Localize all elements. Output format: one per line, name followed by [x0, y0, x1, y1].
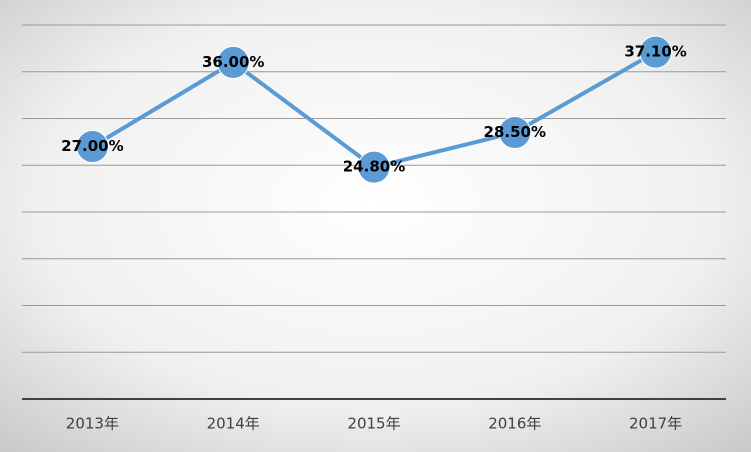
- data-label: 37.10%: [624, 43, 686, 61]
- x-tick-label: 2014年: [207, 415, 260, 433]
- x-tick-label: 2013年: [66, 415, 119, 433]
- marker: [498, 116, 532, 150]
- marker: [216, 45, 250, 79]
- marker: [75, 130, 109, 164]
- marker: [639, 35, 673, 69]
- x-tick-label: 2017年: [629, 415, 682, 433]
- marker: [357, 150, 391, 184]
- x-tick-label: 2015年: [347, 415, 400, 433]
- data-label: 36.00%: [202, 53, 264, 71]
- data-label: 27.00%: [61, 137, 123, 155]
- x-tick-label: 2016年: [488, 415, 541, 433]
- data-label: 24.80%: [343, 158, 405, 176]
- data-label: 28.50%: [484, 123, 546, 141]
